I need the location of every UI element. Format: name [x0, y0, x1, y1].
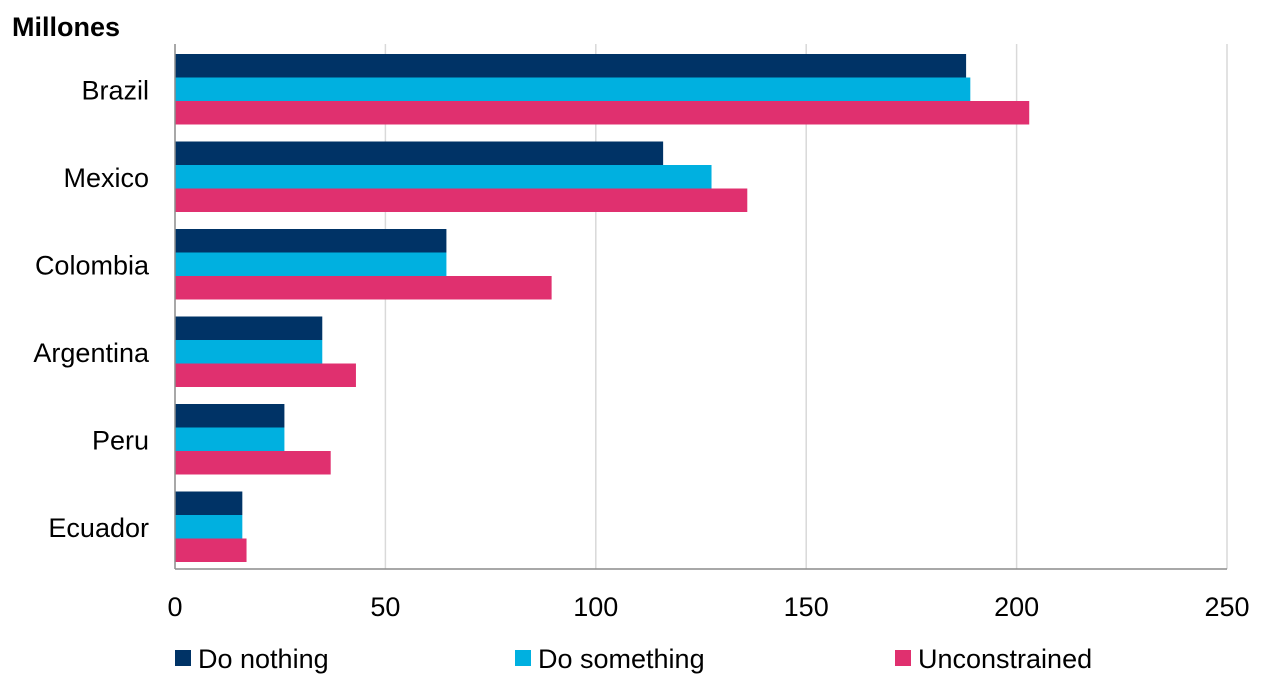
category-label-brazil: Brazil	[81, 75, 149, 105]
x-tick-label-4: 200	[994, 592, 1039, 622]
bar-colombia-do-nothing	[175, 229, 447, 253]
legend-label-unconstrained: Unconstrained	[918, 644, 1092, 674]
legend-swatch-do-nothing	[175, 650, 191, 666]
bar-peru-unconstrained	[175, 451, 331, 475]
bar-argentina-do-nothing	[175, 316, 323, 340]
legend-label-do-nothing: Do nothing	[198, 644, 329, 674]
category-label-colombia: Colombia	[35, 250, 150, 280]
category-labels: Brazil Mexico Colombia Argentina Peru Ecuador	[33, 75, 150, 543]
bar-colombia-unconstrained	[175, 276, 552, 300]
legend: Do nothing Do something Unconstrained	[175, 644, 1092, 674]
bar-argentina-do-something	[175, 340, 323, 364]
bar-ecuador-do-nothing	[175, 491, 243, 515]
unit-label: Millones	[12, 12, 120, 42]
x-tick-labels: 0 50 100 150 200 250	[167, 592, 1249, 622]
bar-mexico-do-nothing	[175, 141, 664, 165]
bar-brazil-do-nothing	[175, 54, 967, 78]
axes	[174, 44, 1227, 570]
bar-peru-do-nothing	[175, 404, 285, 428]
bar-ecuador-unconstrained	[175, 538, 247, 562]
bar-brazil-do-something	[175, 77, 971, 101]
gridlines	[384, 44, 1228, 569]
legend-swatch-unconstrained	[895, 650, 911, 666]
bar-brazil-unconstrained	[175, 101, 1030, 125]
x-tick-label-5: 250	[1204, 592, 1249, 622]
bar-ecuador-do-something	[175, 515, 243, 539]
bar-colombia-do-something	[175, 252, 447, 276]
bar-mexico-do-something	[175, 165, 712, 189]
category-label-mexico: Mexico	[63, 163, 149, 193]
legend-label-do-something: Do something	[538, 644, 705, 674]
category-label-argentina: Argentina	[33, 338, 150, 368]
bar-argentina-unconstrained	[175, 363, 356, 387]
x-tick-label-2: 100	[573, 592, 618, 622]
category-label-peru: Peru	[92, 425, 149, 455]
x-tick-label-0: 0	[167, 592, 182, 622]
x-tick-label-1: 50	[370, 592, 400, 622]
legend-swatch-do-something	[515, 650, 531, 666]
bars	[175, 54, 1030, 562]
bar-peru-do-something	[175, 427, 285, 451]
category-label-ecuador: Ecuador	[48, 513, 149, 543]
x-tick-label-3: 150	[784, 592, 829, 622]
bar-mexico-unconstrained	[175, 188, 748, 212]
